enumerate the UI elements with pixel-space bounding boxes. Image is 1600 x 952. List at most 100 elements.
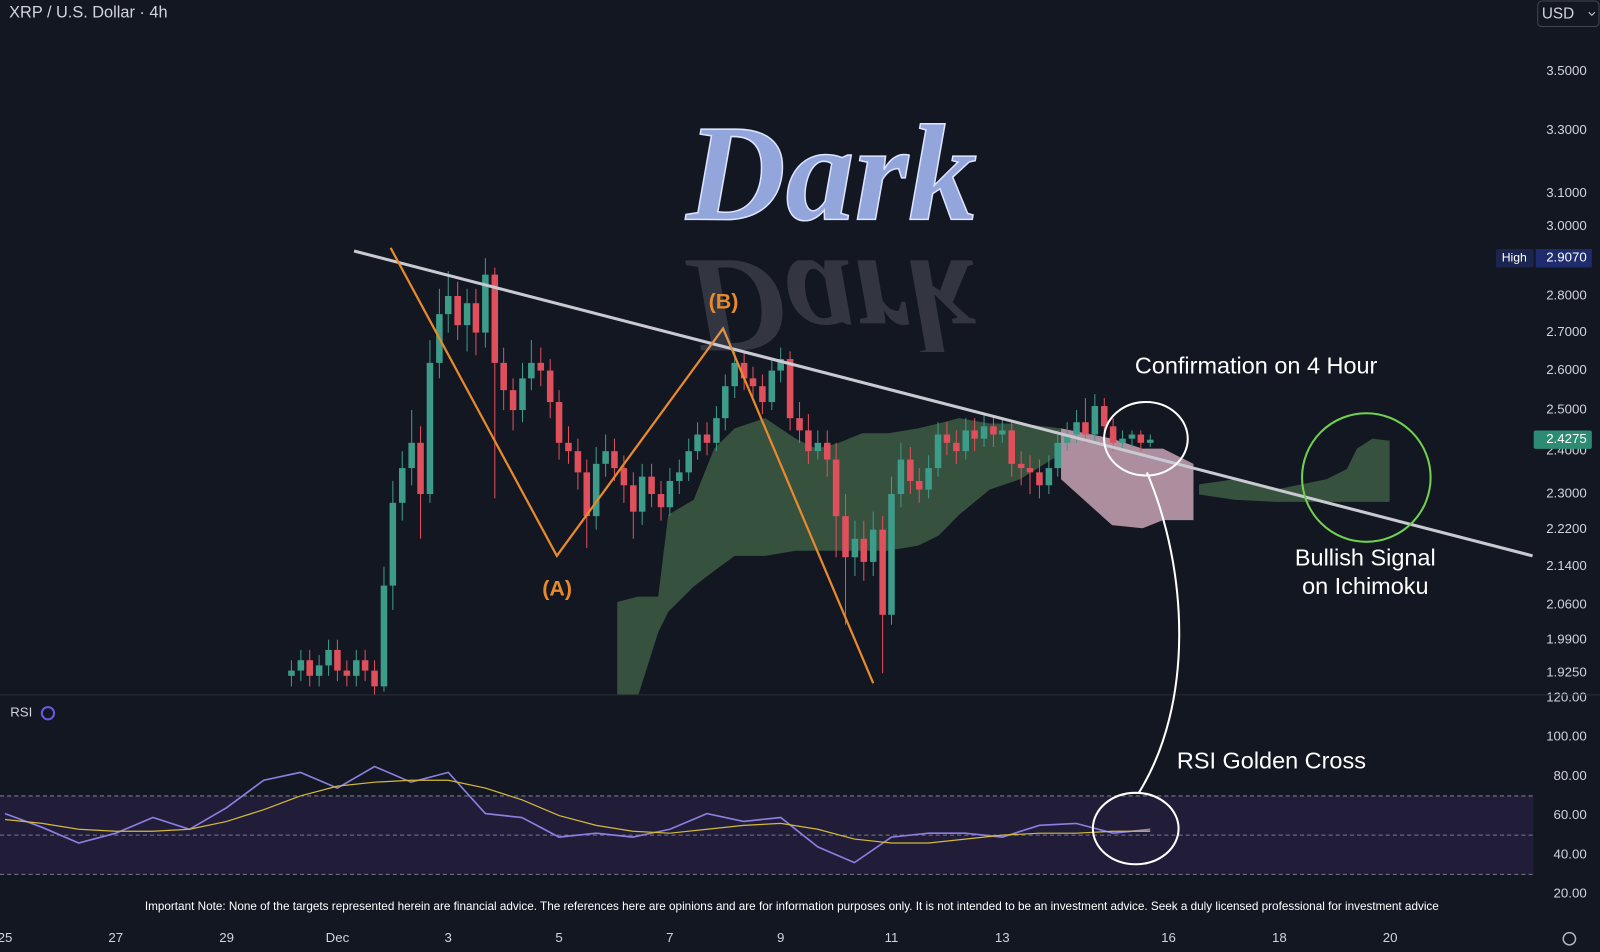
annotation: Bullish Signal <box>1295 544 1436 570</box>
candle-body <box>574 451 582 473</box>
connector <box>1137 472 1181 794</box>
candle-body <box>638 476 646 512</box>
candle-body <box>1008 430 1016 464</box>
candle-body <box>814 442 822 452</box>
rsi-pane <box>0 765 1534 875</box>
candle-body <box>380 585 388 687</box>
x-tick-label: 29 <box>219 930 234 945</box>
candle-body <box>869 529 877 562</box>
candle-body <box>315 665 323 676</box>
candle-body <box>361 660 369 671</box>
candle-body <box>353 660 360 676</box>
disclaimer: Important Note: None of the targets repr… <box>145 900 1439 913</box>
candle-body <box>740 362 748 379</box>
rsi-line <box>4 779 1151 844</box>
x-tick-label: 18 <box>1272 930 1287 945</box>
candle-body <box>999 430 1006 435</box>
candle-body <box>796 418 803 431</box>
highlight-circle <box>1103 401 1189 477</box>
candle-body <box>620 468 628 486</box>
candle-body <box>592 463 600 517</box>
wave-label: (A) <box>542 576 572 600</box>
y-tick-label: 120.00 <box>1546 689 1587 704</box>
candle-body <box>1073 422 1080 435</box>
currency-label: USD <box>1542 5 1574 22</box>
candle-body <box>971 430 978 439</box>
candle-body <box>306 660 313 676</box>
candle-body <box>325 649 332 666</box>
candle-body <box>990 426 997 435</box>
watermark-reflection: Dark <box>684 230 977 383</box>
highlight-circle <box>1301 412 1432 543</box>
ichimoku-cloud <box>1199 438 1390 502</box>
candle-body <box>731 362 738 387</box>
y-tick-label: 3.1000 <box>1546 185 1587 200</box>
price-pane <box>288 247 1533 695</box>
annotation: on Ichimoku <box>1302 573 1428 599</box>
candle-body <box>934 434 942 469</box>
candle-body <box>842 516 849 558</box>
candle-body <box>777 359 784 371</box>
annotation: Confirmation on 4 Hour <box>1135 353 1378 379</box>
y-tick-label: 3.5000 <box>1546 63 1587 78</box>
y-tick-label: 20.00 <box>1554 886 1587 901</box>
candle-body <box>685 451 692 473</box>
candle-body <box>343 670 351 676</box>
candle-body <box>832 459 840 517</box>
candle-body <box>1091 406 1099 435</box>
annotation: RSI Golden Cross <box>1177 747 1366 773</box>
candle-body <box>925 468 932 490</box>
candle-body <box>288 670 295 676</box>
candle-body <box>1036 472 1043 486</box>
currency-button[interactable] <box>1537 0 1600 28</box>
candle-body <box>897 459 905 495</box>
candle-body <box>1082 422 1089 435</box>
high-value-box <box>1535 249 1592 268</box>
candle-body <box>749 378 757 387</box>
candle-body <box>426 362 434 495</box>
candle-body <box>546 370 554 403</box>
candle-body <box>371 670 378 687</box>
candle-body <box>630 485 637 512</box>
candle-body <box>1026 468 1034 473</box>
candle-body <box>694 434 701 452</box>
candle-body <box>463 303 471 326</box>
candle-body <box>657 494 665 508</box>
candle-body <box>703 434 711 443</box>
x-tick-label: 27 <box>108 930 123 945</box>
candle-body <box>722 386 729 419</box>
high-label-box <box>1495 249 1534 268</box>
last-price: 2.4275 <box>1546 431 1587 446</box>
settings-icon[interactable] <box>1562 931 1577 946</box>
wave <box>389 247 875 684</box>
y-tick-label: 40.00 <box>1554 846 1587 861</box>
axes: 3.5000 3.3000 3.1000 3.0000 2.8000 2.7000 2.60… <box>0 63 1592 945</box>
chevron <box>1588 11 1596 17</box>
candle-body <box>408 442 415 469</box>
candle-body <box>528 362 535 379</box>
chart-title: XRP / U.S. Dollar · 4h <box>9 4 167 22</box>
high-label: High <box>1502 250 1527 264</box>
rsi-title: RSI <box>10 705 32 720</box>
candle-body <box>1054 442 1061 469</box>
y-tick-label: 2.5000 <box>1546 402 1587 417</box>
rsi-line <box>4 765 1151 864</box>
candle-body <box>962 430 970 452</box>
y-tick-label: 1.9250 <box>1546 665 1587 680</box>
y-tick-label: 2.1400 <box>1546 558 1587 573</box>
candle-body <box>555 402 563 443</box>
watermark-mirror: Dark <box>684 230 977 383</box>
candle-body <box>879 529 886 615</box>
y-tick-label: 2.0600 <box>1546 596 1587 611</box>
x-tick-label: 20 <box>1383 930 1398 945</box>
y-tick-label: 80.00 <box>1554 768 1587 783</box>
candle-body <box>915 480 923 490</box>
x-tick-label: 16 <box>1161 930 1176 945</box>
candle-body <box>805 430 812 452</box>
candle-body <box>1137 434 1145 443</box>
candle-body <box>759 386 766 403</box>
highlight-circle <box>1091 791 1180 866</box>
y-tick-label: 2.6000 <box>1546 362 1587 377</box>
